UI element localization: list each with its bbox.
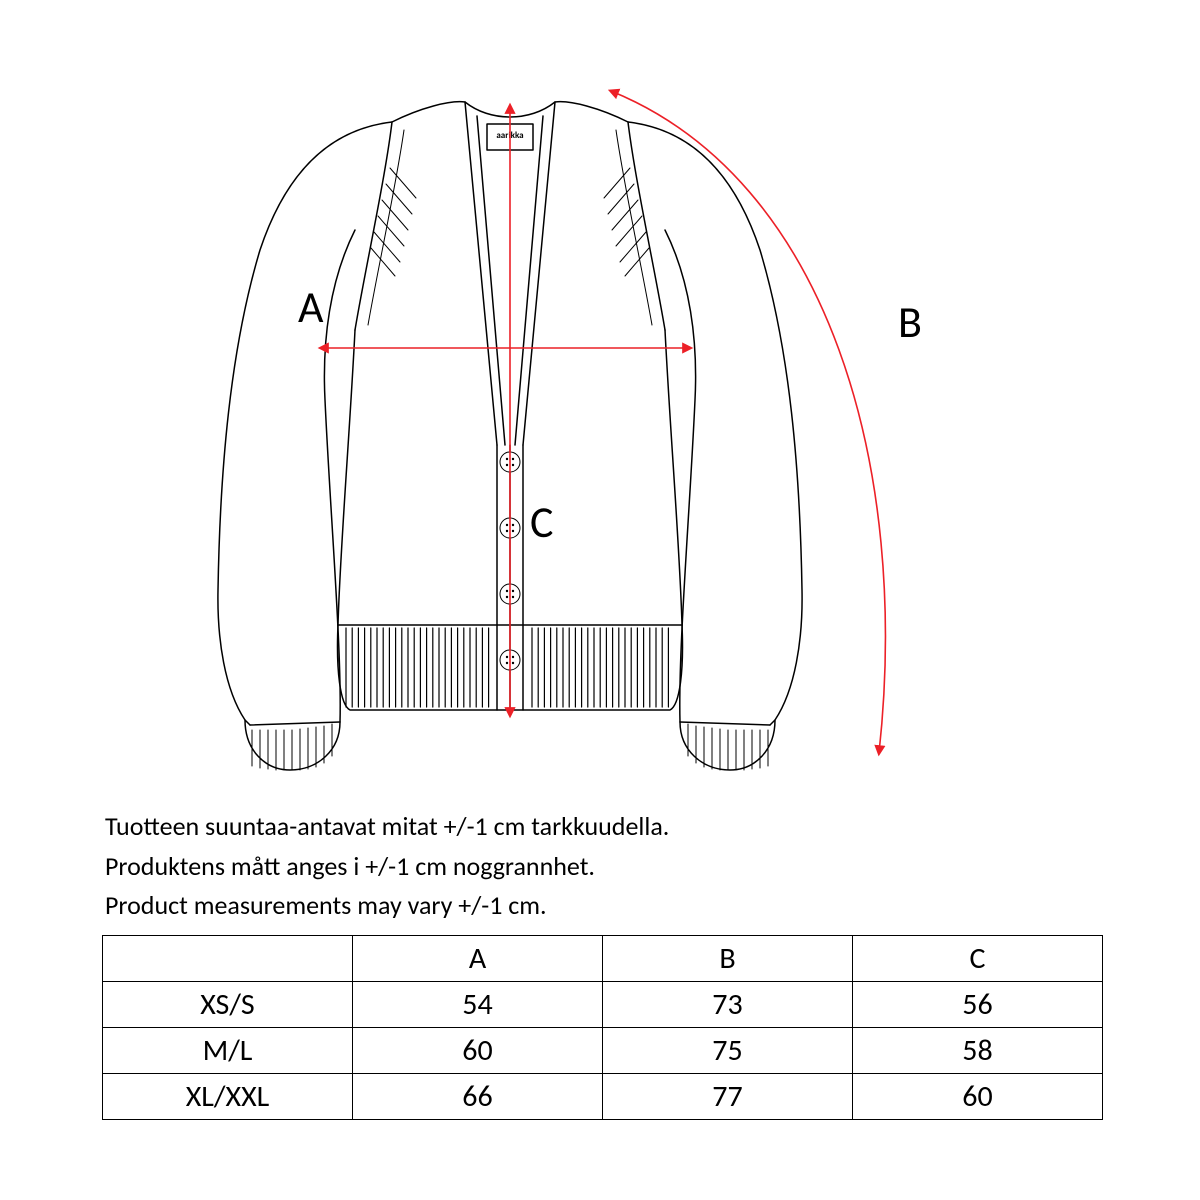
table-header-row: A B C <box>103 936 1103 982</box>
value-cell: 60 <box>353 1028 603 1074</box>
label-c: C <box>530 495 553 549</box>
col-header-c: C <box>853 936 1103 982</box>
value-cell: 77 <box>603 1074 853 1120</box>
col-header-a: A <box>353 936 603 982</box>
value-cell: 54 <box>353 982 603 1028</box>
col-header-b: B <box>603 936 853 982</box>
value-cell: 56 <box>853 982 1103 1028</box>
value-cell: 75 <box>603 1028 853 1074</box>
value-cell: 58 <box>853 1028 1103 1074</box>
table-row: XL/XXL667760 <box>103 1074 1103 1120</box>
note-sv: Produktens mått anges i +/-1 cm noggrann… <box>105 848 669 886</box>
measurement-notes: Tuotteen suuntaa-antavat mitat +/-1 cm t… <box>105 808 669 927</box>
note-fi: Tuotteen suuntaa-antavat mitat +/-1 cm t… <box>105 808 669 846</box>
size-cell: XS/S <box>103 982 353 1028</box>
cardigan-svg: aarikka <box>190 50 1010 790</box>
size-cell: XL/XXL <box>103 1074 353 1120</box>
cardigan-diagram: aarikka A B C <box>190 50 1010 790</box>
value-cell: 66 <box>353 1074 603 1120</box>
size-cell: M/L <box>103 1028 353 1074</box>
size-table-body: XS/S547356M/L607558XL/XXL667760 <box>103 982 1103 1120</box>
label-a: A <box>298 280 323 334</box>
col-header-blank <box>103 936 353 982</box>
value-cell: 73 <box>603 982 853 1028</box>
size-table: A B C XS/S547356M/L607558XL/XXL667760 <box>102 935 1103 1120</box>
table-row: M/L607558 <box>103 1028 1103 1074</box>
label-b: B <box>898 295 922 349</box>
value-cell: 60 <box>853 1074 1103 1120</box>
note-en: Product measurements may vary +/-1 cm. <box>105 887 669 925</box>
arrow-b <box>611 91 885 753</box>
table-row: XS/S547356 <box>103 982 1103 1028</box>
